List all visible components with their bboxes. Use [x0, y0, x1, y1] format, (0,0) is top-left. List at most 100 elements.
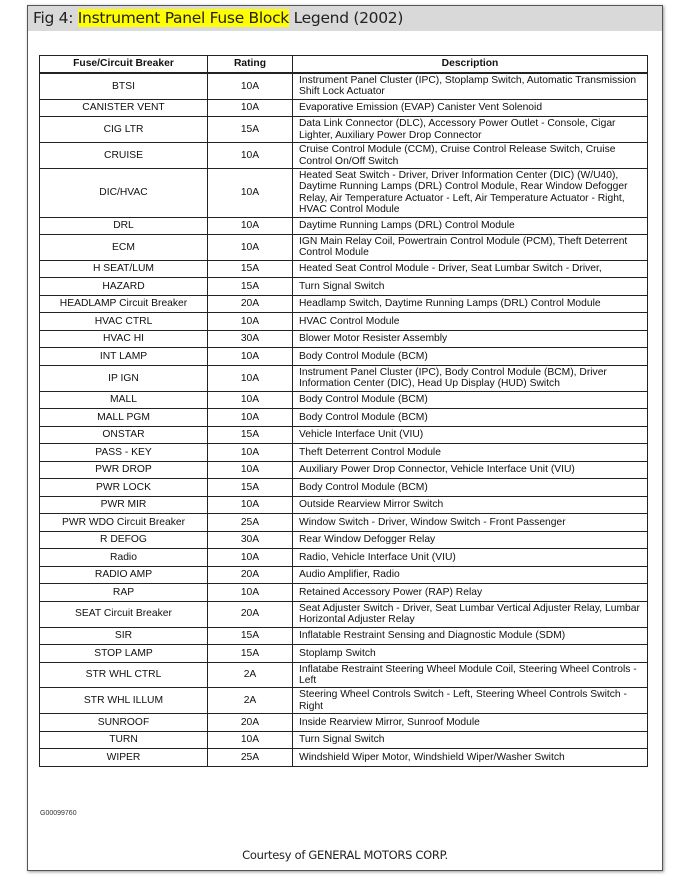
table-row: STR WHL CTRL 2A Inflatabe Restraint Steeri…	[39, 661, 648, 689]
fuse-cell: CIG LTR	[39, 116, 208, 144]
rating-cell: 15A	[207, 259, 293, 279]
rating-cell: 25A	[207, 748, 293, 767]
table-row: WIPER 25A Windshield Wiper Motor, Windshie…	[39, 748, 648, 767]
table-row: CANISTER VENT 10A Evaporative Emission (EV…	[39, 98, 648, 118]
description-cell: Data Link Connector (DLC), Accessory Pow…	[292, 116, 648, 144]
fuse-cell: HAZARD	[39, 277, 208, 296]
table-row: PWR DROP 10A Auxiliary Power Drop Connecto…	[39, 460, 648, 480]
fuse-cell: R DEFOG	[39, 530, 208, 550]
description-cell: Windshield Wiper Motor, Windshield Wiper…	[292, 748, 648, 767]
table-row: HVAC HI 30A Blower Motor Resister Assembly	[39, 329, 648, 349]
description-cell: Retained Accessory Power (RAP) Relay	[292, 583, 648, 602]
rating-cell: 10A	[207, 443, 293, 462]
description-cell: Body Control Module (BCM)	[292, 408, 648, 427]
description-cell: IGN Main Relay Coil, Powertrain Control …	[292, 234, 648, 261]
description-cell: Heated Seat Switch - Driver, Driver Info…	[292, 167, 648, 218]
table-row: ECM 10A IGN Main Relay Coil, Powertrain Co…	[39, 234, 648, 261]
title-suffix: Legend (2002)	[288, 9, 404, 27]
table-row: HVAC CTRL 10A HVAC Control Module	[39, 312, 648, 331]
description-cell: Evaporative Emission (EVAP) Canister Ven…	[292, 98, 648, 118]
description-cell: Headlamp Switch, Daytime Running Lamps (…	[292, 294, 648, 314]
rating-cell: 10A	[207, 390, 293, 410]
table-row: PWR WDO Circuit Breaker 25A Window Switch …	[39, 513, 648, 532]
rating-cell: 15A	[207, 644, 293, 663]
fuse-cell: HVAC CTRL	[39, 312, 208, 331]
rating-cell: 30A	[207, 530, 293, 550]
fuse-cell: STR WHL CTRL	[39, 661, 208, 689]
table-row: SIR 15A Inflatable Restraint Sensing and D…	[39, 626, 648, 645]
fuse-cell: MALL PGM	[39, 408, 208, 427]
description-cell: Window Switch - Driver, Window Switch - …	[292, 513, 648, 532]
header-fuse: Fuse/Circuit Breaker	[39, 55, 208, 74]
fuse-cell: BTSI	[39, 72, 208, 100]
rating-cell: 20A	[207, 600, 293, 628]
rating-cell: 10A	[207, 548, 293, 567]
fuse-cell: PWR LOCK	[39, 478, 208, 497]
description-cell: Inflatabe Restraint Steering Wheel Modul…	[292, 661, 648, 689]
fuse-cell: SEAT Circuit Breaker	[39, 600, 208, 628]
table-row: MALL 10A Body Control Module (BCM)	[39, 390, 648, 410]
description-cell: Blower Motor Resister Assembly	[292, 329, 648, 349]
fuse-cell: PWR WDO Circuit Breaker	[39, 513, 208, 532]
fuse-cell: DIC/HVAC	[39, 167, 208, 218]
rating-cell: 10A	[207, 408, 293, 427]
header-description: Description	[292, 55, 648, 74]
rating-cell: 10A	[207, 98, 293, 118]
rating-cell: 10A	[207, 72, 293, 100]
rating-cell: 30A	[207, 329, 293, 349]
description-cell: Body Control Module (BCM)	[292, 347, 648, 366]
description-cell: Body Control Module (BCM)	[292, 478, 648, 497]
fuse-cell: SIR	[39, 626, 208, 645]
table-row: MALL PGM 10A Body Control Module (BCM)	[39, 408, 648, 427]
description-cell: Instrument Panel Cluster (IPC), Stoplamp…	[292, 72, 648, 100]
description-cell: Turn Signal Switch	[292, 730, 648, 750]
fuse-cell: Radio	[39, 548, 208, 567]
fuse-cell: PWR DROP	[39, 460, 208, 480]
description-cell: Audio Amplifier, Radio	[292, 565, 648, 585]
table-row: SUNROOF 20A Inside Rearview Mirror, Sunroo…	[39, 713, 648, 732]
description-cell: Vehicle Interface Unit (VIU)	[292, 425, 648, 445]
fuse-cell: TURN	[39, 730, 208, 750]
table-header-row: Fuse/Circuit Breaker Rating Description	[39, 55, 648, 74]
fuse-cell: HVAC HI	[39, 329, 208, 349]
description-cell: Stoplamp Switch	[292, 644, 648, 663]
title-highlight: Instrument Panel Fuse Block	[77, 9, 289, 27]
rating-cell: 10A	[207, 730, 293, 750]
rating-cell: 10A	[207, 234, 293, 261]
rating-cell: 10A	[207, 142, 293, 169]
rating-cell: 10A	[207, 460, 293, 480]
fuse-cell: ECM	[39, 234, 208, 261]
figure-code: G00099760	[40, 810, 77, 817]
fuse-cell: MALL	[39, 390, 208, 410]
rating-cell: 20A	[207, 713, 293, 732]
rating-cell: 10A	[207, 495, 293, 515]
table-row: RADIO AMP 20A Audio Amplifier, Radio	[39, 565, 648, 585]
description-cell: Heated Seat Control Module - Driver, Sea…	[292, 259, 648, 279]
description-cell: Rear Window Defogger Relay	[292, 530, 648, 550]
description-cell: Auxiliary Power Drop Connector, Vehicle …	[292, 460, 648, 480]
courtesy-credit: Courtesy of GENERAL MOTORS CORP.	[242, 848, 448, 862]
description-cell: HVAC Control Module	[292, 312, 648, 331]
rating-cell: 20A	[207, 565, 293, 585]
fuse-cell: CANISTER VENT	[39, 98, 208, 118]
fuse-cell: STOP LAMP	[39, 644, 208, 663]
figure-title: Fig 4: Instrument Panel Fuse Block Legen…	[28, 6, 662, 31]
rating-cell: 10A	[207, 312, 293, 331]
table-row: R DEFOG 30A Rear Window Defogger Relay	[39, 530, 648, 550]
fuse-cell: IP IGN	[39, 364, 208, 392]
fuse-legend-table: Fuse/Circuit Breaker Rating Description …	[39, 55, 648, 767]
description-cell: Seat Adjuster Switch - Driver, Seat Lumb…	[292, 600, 648, 628]
fuse-cell: PWR MIR	[39, 495, 208, 515]
rating-cell: 10A	[207, 347, 293, 366]
table-row: INT LAMP 10A Body Control Module (BCM)	[39, 347, 648, 366]
table-row: ONSTAR 15A Vehicle Interface Unit (VIU)	[39, 425, 648, 445]
description-cell: Radio, Vehicle Interface Unit (VIU)	[292, 548, 648, 567]
fuse-cell: HEADLAMP Circuit Breaker	[39, 294, 208, 314]
rating-cell: 10A	[207, 364, 293, 392]
description-cell: Cruise Control Module (CCM), Cruise Cont…	[292, 142, 648, 169]
rating-cell: 2A	[207, 661, 293, 689]
fuse-cell: WIPER	[39, 748, 208, 767]
rating-cell: 15A	[207, 478, 293, 497]
table-row: CIG LTR 15A Data Link Connector (DLC), Acc…	[39, 116, 648, 144]
fuse-cell: RAP	[39, 583, 208, 602]
